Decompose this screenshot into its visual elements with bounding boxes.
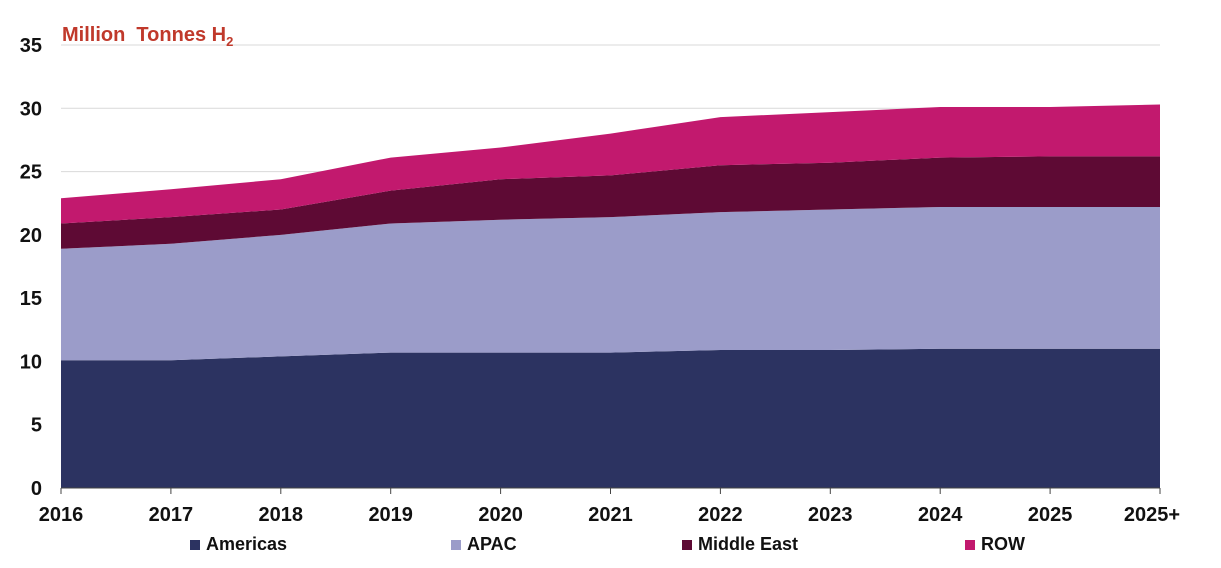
x-tick-label: 2022 [698,504,743,526]
legend-swatch [190,539,200,550]
x-tick-label: 2020 [478,504,523,526]
area-middle-east [61,156,1160,249]
area-americas [61,348,1160,488]
x-tick-label: 2019 [368,504,413,526]
legend-label: Middle East [698,534,799,554]
x-tick-label: 2021 [588,504,633,526]
axes [60,487,1161,494]
area-apac [61,207,1160,361]
legend-swatch [965,539,975,550]
unit-title-subscript: 2 [226,34,234,49]
x-tick-label: 2016 [39,504,84,526]
y-tick-label: 0 [31,478,42,500]
y-tick-label: 35 [20,35,42,57]
unit-title-text: Million Tonnes H [62,24,227,46]
y-tick-label: 30 [20,98,42,120]
y-tick-label: 20 [20,225,42,247]
unit-title: Million Tonnes H2 [62,24,233,49]
legend-label: APAC [467,534,517,554]
y-tick-label: 25 [20,162,42,184]
x-tick-label: 2025 [1028,504,1073,526]
x-tick-label: 2025+ [1124,504,1180,526]
x-tick-label: 2017 [149,504,194,526]
x-tick-label: 2018 [259,504,304,526]
legend-swatch [682,539,692,550]
x-tick-label: 2024 [918,504,963,526]
area-row [61,104,1160,224]
x-tick-labels: 2016 2017 2018 2019 2020 2021 2022 2023 2024 2025… [39,504,1180,526]
y-tick-labels: 0 5 10 15 20 25 30 35 [20,35,42,500]
y-tick-label: 10 [20,351,42,373]
legend-swatch [451,539,461,550]
legend-item: APAC [451,534,517,555]
legend: Americas APAC Middle East ROW [0,534,1221,558]
y-tick-label: 15 [20,288,42,310]
legend-item: Middle East [682,534,798,555]
legend-item: Americas [190,534,287,555]
legend-item: ROW [965,534,1025,555]
y-tick-label: 5 [31,415,42,437]
area-series [61,104,1160,488]
legend-label: Americas [206,534,288,554]
x-tick-label: 2023 [808,504,853,526]
legend-label: ROW [981,534,1025,554]
